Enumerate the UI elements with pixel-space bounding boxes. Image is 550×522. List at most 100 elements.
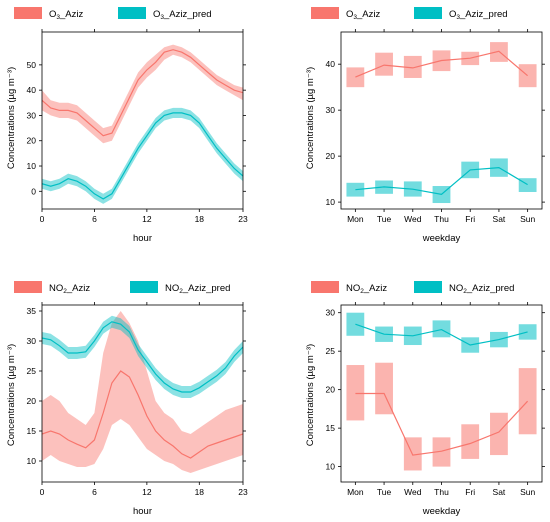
y-tick: 25 — [27, 366, 246, 376]
y-tick-label: 20 — [326, 151, 336, 161]
x-tick: Fri — [465, 29, 475, 224]
y-tick-label: 30 — [27, 336, 37, 346]
x-tick-label: Sat — [493, 487, 506, 497]
series-2 — [42, 315, 243, 398]
confidence-band — [42, 44, 243, 144]
x-tick-label: 6 — [92, 487, 97, 497]
plot-frame — [41, 304, 244, 483]
y-tick: 20 — [27, 136, 246, 146]
y-axis-label: Concentrations (µg m⁻³) — [305, 67, 316, 169]
legend-swatch — [311, 7, 339, 19]
y-tick-label: 30 — [27, 110, 37, 120]
x-tick-label: Tue — [377, 487, 392, 497]
x-tick-label: Fri — [465, 214, 475, 224]
legend-entry-1: O3_Aziz — [14, 7, 83, 21]
x-tick-label: Fri — [465, 487, 475, 497]
y-tick: 30 — [27, 110, 246, 120]
legend-entry-2: NO2_Aziz_pred — [414, 281, 514, 295]
x-tick-label: 6 — [92, 214, 97, 224]
y-tick-label: 35 — [27, 306, 37, 316]
x-tick: Tue — [377, 29, 392, 224]
x-axis-label: hour — [133, 233, 152, 244]
y-tick-label: 10 — [27, 456, 37, 466]
x-tick: Sat — [493, 29, 506, 224]
x-tick-label: 23 — [238, 214, 248, 224]
x-tick-label: Sun — [520, 214, 535, 224]
y-tick-label: 40 — [27, 85, 37, 95]
x-tick-label: 18 — [195, 214, 205, 224]
y-tick: 25 — [326, 346, 545, 356]
chart-panel-1: O3_Aziz O3_Aziz_pred 0 10 20 30 40 50 0 6 12 18 23 ho… — [6, 7, 248, 244]
x-tick: 23 — [238, 29, 248, 224]
x-tick: Thu — [434, 29, 449, 224]
legend-swatch — [414, 281, 442, 293]
x-tick-label: 18 — [195, 487, 205, 497]
x-tick: Wed — [404, 29, 422, 224]
chart-panel-4: NO2_Aziz NO2_Aziz_pred 10 15 20 25 30 Mon Tue Wed… — [305, 281, 545, 517]
x-tick-label: Tue — [377, 214, 392, 224]
interval-box — [346, 312, 365, 336]
series-2 — [42, 107, 243, 204]
legend-entry-1: NO2_Aziz — [311, 281, 387, 295]
interval-box — [346, 67, 365, 88]
series-line — [42, 49, 243, 137]
x-tick-label: Wed — [404, 487, 422, 497]
series-1 — [42, 44, 243, 144]
x-tick-label: Wed — [404, 214, 422, 224]
series-line — [42, 370, 243, 459]
y-tick: 40 — [326, 59, 545, 69]
interval-box — [518, 324, 537, 340]
interval-box — [375, 362, 393, 415]
y-tick: 0 — [31, 186, 246, 196]
interval-box — [403, 55, 422, 78]
x-tick-label: 12 — [142, 214, 152, 224]
y-axis-label: Concentrations (µg m⁻³) — [6, 67, 17, 169]
y-tick: 20 — [326, 151, 545, 161]
plot-area — [346, 42, 537, 204]
series-1 — [346, 362, 537, 471]
y-tick: 10 — [326, 197, 545, 207]
x-tick: 18 — [195, 29, 205, 224]
y-tick-label: 10 — [326, 462, 336, 472]
x-tick: Wed — [404, 302, 422, 497]
legend-label: O3_Aziz_pred — [449, 9, 508, 21]
interval-box — [461, 424, 480, 459]
x-tick: 0 — [40, 29, 45, 224]
y-tick-label: 15 — [27, 426, 37, 436]
series-2 — [346, 158, 537, 204]
y-tick: 10 — [27, 456, 246, 466]
y-tick: 30 — [326, 308, 545, 318]
interval-box — [432, 437, 451, 467]
legend-swatch — [130, 281, 158, 293]
x-tick-label: Thu — [434, 214, 449, 224]
x-tick: 18 — [195, 302, 205, 497]
y-tick: 10 — [27, 161, 246, 171]
y-tick-label: 25 — [326, 346, 336, 356]
y-tick: 50 — [27, 60, 246, 70]
series-line — [355, 50, 528, 78]
series-1 — [42, 311, 243, 473]
y-tick-label: 20 — [27, 136, 37, 146]
x-tick-label: Sun — [520, 487, 535, 497]
y-tick: 20 — [326, 385, 545, 395]
x-tick-label: 0 — [40, 487, 45, 497]
legend-label: O3_Aziz_pred — [153, 9, 212, 21]
legend-label: NO2_Aziz — [346, 283, 387, 295]
y-tick: 20 — [27, 396, 246, 406]
x-tick-label: Sat — [493, 214, 506, 224]
y-tick: 40 — [27, 85, 246, 95]
series-1 — [346, 42, 537, 88]
x-tick: Mon — [347, 29, 364, 224]
y-tick: 35 — [27, 306, 246, 316]
y-tick-label: 50 — [27, 60, 37, 70]
x-tick: Tue — [377, 302, 392, 497]
chart-panel-2: O3_Aziz O3_Aziz_pred 10 20 30 40 Mon Tue Wed Thu F… — [305, 7, 545, 244]
series-2 — [346, 312, 537, 353]
x-tick: Fri — [465, 302, 475, 497]
y-tick-label: 25 — [27, 366, 37, 376]
x-tick: Sun — [520, 302, 535, 497]
legend-label: NO2_Aziz_pred — [449, 283, 514, 295]
confidence-band — [42, 107, 243, 204]
x-tick-label: Thu — [434, 487, 449, 497]
legend-entry-2: O3_Aziz_pred — [118, 7, 212, 21]
